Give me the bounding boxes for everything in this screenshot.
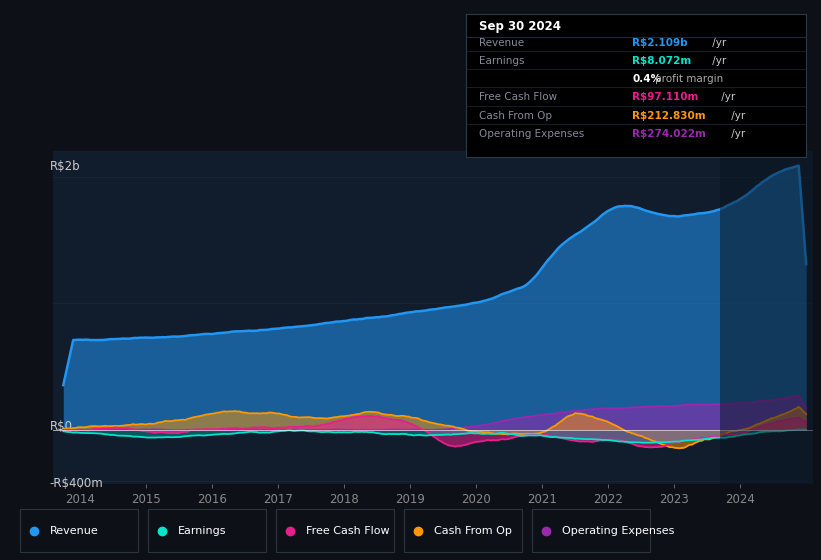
Text: /yr: /yr (709, 38, 726, 48)
Text: R$212.830m: R$212.830m (632, 111, 706, 120)
Text: /yr: /yr (709, 56, 726, 66)
Text: profit margin: profit margin (654, 74, 722, 84)
Text: Cash From Op: Cash From Op (434, 526, 511, 535)
Text: /yr: /yr (728, 111, 745, 120)
FancyBboxPatch shape (276, 509, 394, 552)
Bar (720, 151, 813, 484)
Text: R$97.110m: R$97.110m (632, 92, 699, 102)
FancyBboxPatch shape (532, 509, 650, 552)
Text: /yr: /yr (718, 92, 736, 102)
Text: R$8.072m: R$8.072m (632, 56, 692, 66)
Text: R$2b: R$2b (49, 160, 80, 173)
Text: 0.4%: 0.4% (632, 74, 662, 84)
Text: Earnings: Earnings (178, 526, 227, 535)
Text: Sep 30 2024: Sep 30 2024 (479, 20, 561, 34)
Text: -R$400m: -R$400m (49, 478, 103, 491)
Text: Operating Expenses: Operating Expenses (479, 129, 585, 139)
FancyBboxPatch shape (404, 509, 522, 552)
Text: Revenue: Revenue (50, 526, 99, 535)
Text: Cash From Op: Cash From Op (479, 111, 553, 120)
Text: R$274.022m: R$274.022m (632, 129, 706, 139)
Text: Free Cash Flow: Free Cash Flow (479, 92, 557, 102)
Text: Revenue: Revenue (479, 38, 525, 48)
Text: /yr: /yr (728, 129, 745, 139)
Text: R$0: R$0 (49, 420, 72, 433)
Text: R$2.109b: R$2.109b (632, 38, 688, 48)
Text: Operating Expenses: Operating Expenses (562, 526, 674, 535)
Text: Earnings: Earnings (479, 56, 525, 66)
FancyBboxPatch shape (148, 509, 266, 552)
FancyBboxPatch shape (20, 509, 138, 552)
Text: Free Cash Flow: Free Cash Flow (306, 526, 389, 535)
